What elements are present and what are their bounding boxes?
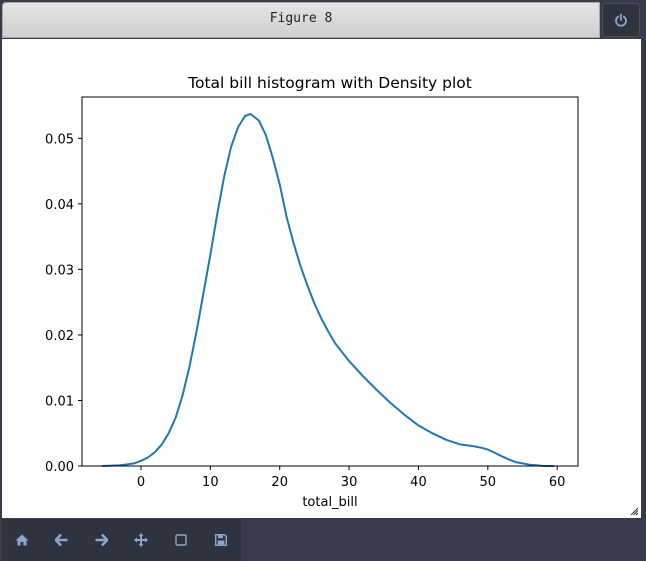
pan-button[interactable] <box>121 519 161 561</box>
save-button[interactable] <box>201 519 241 561</box>
zoom-rect-icon <box>175 534 187 546</box>
x-tick-label: 10 <box>202 475 219 490</box>
home-button[interactable] <box>2 519 42 561</box>
zoom-rect-button[interactable] <box>161 519 201 561</box>
back-button[interactable] <box>42 519 82 561</box>
power-icon <box>615 13 627 27</box>
y-tick-label: 0.05 <box>45 132 74 147</box>
density-chart: Total bill histogram with Density plot 0 1… <box>45 74 579 510</box>
density-line <box>101 113 555 467</box>
x-tick-label: 30 <box>341 475 358 490</box>
arrow-right-icon <box>95 534 108 546</box>
resize-grip-icon[interactable] <box>630 507 638 515</box>
y-tick-label: 0.01 <box>45 394 74 409</box>
figure-canvas[interactable]: Total bill histogram with Density plot 0 1… <box>2 39 641 518</box>
arrow-left-icon <box>55 534 68 546</box>
x-tick-label: 50 <box>480 475 497 490</box>
forward-button[interactable] <box>82 519 122 561</box>
x-tick-label: 60 <box>549 475 566 490</box>
window-titlebar[interactable]: Figure 8 <box>2 2 600 38</box>
x-tick-label: 0 <box>137 475 145 490</box>
x-tick-label: 20 <box>271 475 288 490</box>
y-tick-label: 0.04 <box>45 198 74 213</box>
chart-title: Total bill histogram with Density plot <box>187 74 472 92</box>
navigation-toolbar <box>2 519 241 561</box>
x-tick-label: 40 <box>410 475 427 490</box>
move-icon <box>134 533 149 547</box>
window-title: Figure 8 <box>269 11 333 26</box>
home-icon <box>15 534 29 546</box>
power-button[interactable] <box>602 3 640 37</box>
x-axis-label: total_bill <box>302 495 357 510</box>
y-tick-label: 0.03 <box>45 263 74 278</box>
y-tick-label: 0.02 <box>45 329 74 344</box>
plot-frame <box>81 96 579 467</box>
save-icon <box>214 534 227 546</box>
y-tick-label: 0.00 <box>45 460 74 475</box>
